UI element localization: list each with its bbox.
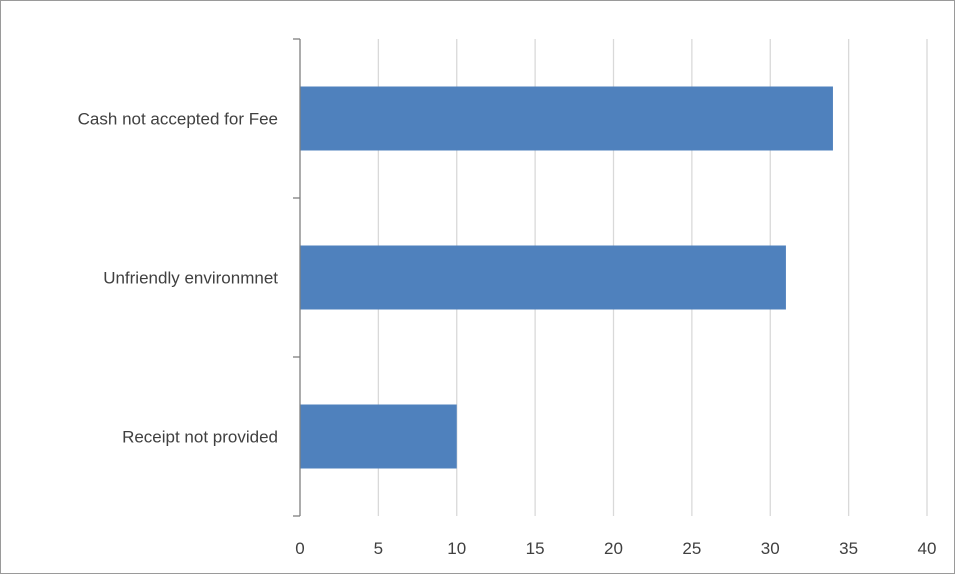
x-tick-label: 35: [839, 539, 858, 558]
x-tick-label: 40: [918, 539, 937, 558]
x-tick-label: 20: [604, 539, 623, 558]
category-axis: [293, 38, 301, 517]
category-labels: Cash not accepted for Fee Unfriendly envi…: [78, 110, 279, 447]
bar: [300, 86, 833, 151]
bar: [300, 245, 786, 310]
category-label: Unfriendly environmnet: [103, 269, 278, 288]
x-tick-labels: 0 5 10 15 20 25 30 35 40: [295, 539, 936, 558]
x-tick-label: 25: [682, 539, 701, 558]
category-label: Cash not accepted for Fee: [78, 110, 278, 129]
bar: [300, 404, 457, 469]
x-tick-label: 30: [761, 539, 780, 558]
x-tick-label: 10: [447, 539, 466, 558]
bars: [300, 86, 833, 469]
x-tick-label: 5: [374, 539, 383, 558]
x-tick-label: 15: [526, 539, 545, 558]
x-tick-label: 0: [295, 539, 304, 558]
category-label: Receipt not provided: [122, 428, 278, 447]
